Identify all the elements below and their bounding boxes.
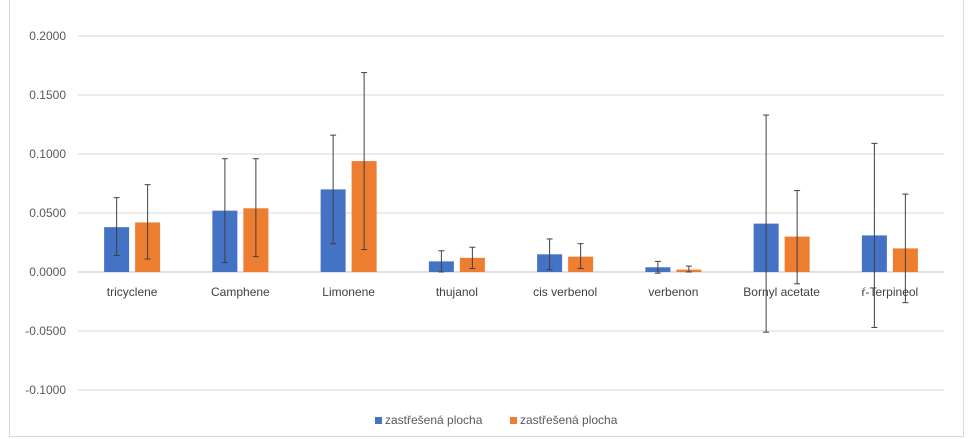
x-tick-label: Limonene — [322, 285, 375, 299]
legend-swatch — [510, 417, 517, 424]
legend: zastřešená plocha zastřešená plocha — [375, 413, 618, 427]
legend-swatch — [375, 417, 382, 424]
y-axis-ticks: -0.1000 -0.0500 0.0000 0.0500 0.1000 0.1500 0.… — [25, 29, 66, 397]
x-tick-label: verbenon — [648, 285, 698, 299]
legend-label: zastřešená plocha — [385, 413, 483, 427]
y-tick-label: 0.0500 — [29, 206, 66, 220]
bars — [104, 161, 918, 272]
legend-label: zastřešená plocha — [520, 413, 618, 427]
chart-frame — [9, 0, 964, 437]
x-tick-label: cis verbenol — [533, 285, 597, 299]
gridlines — [78, 35, 944, 391]
error-bars — [113, 72, 909, 333]
x-tick-label: ŕ-Terpineol — [862, 285, 919, 299]
x-tick-label: tricyclene — [107, 285, 158, 299]
y-tick-label: -0.0500 — [25, 324, 66, 338]
x-tick-label: Camphene — [211, 285, 270, 299]
x-tick-label: thujanol — [436, 285, 478, 299]
y-tick-label: 0.1000 — [29, 147, 66, 161]
x-tick-label: Bornyl acetate — [743, 285, 820, 299]
y-tick-label: 0.0000 — [29, 265, 66, 279]
y-tick-label: 0.2000 — [29, 29, 66, 43]
y-tick-label: 0.1500 — [29, 88, 66, 102]
y-tick-label: -0.1000 — [25, 383, 66, 397]
x-axis-labels: tricyclene Camphene Limonene thujanol cis ve… — [107, 285, 918, 299]
